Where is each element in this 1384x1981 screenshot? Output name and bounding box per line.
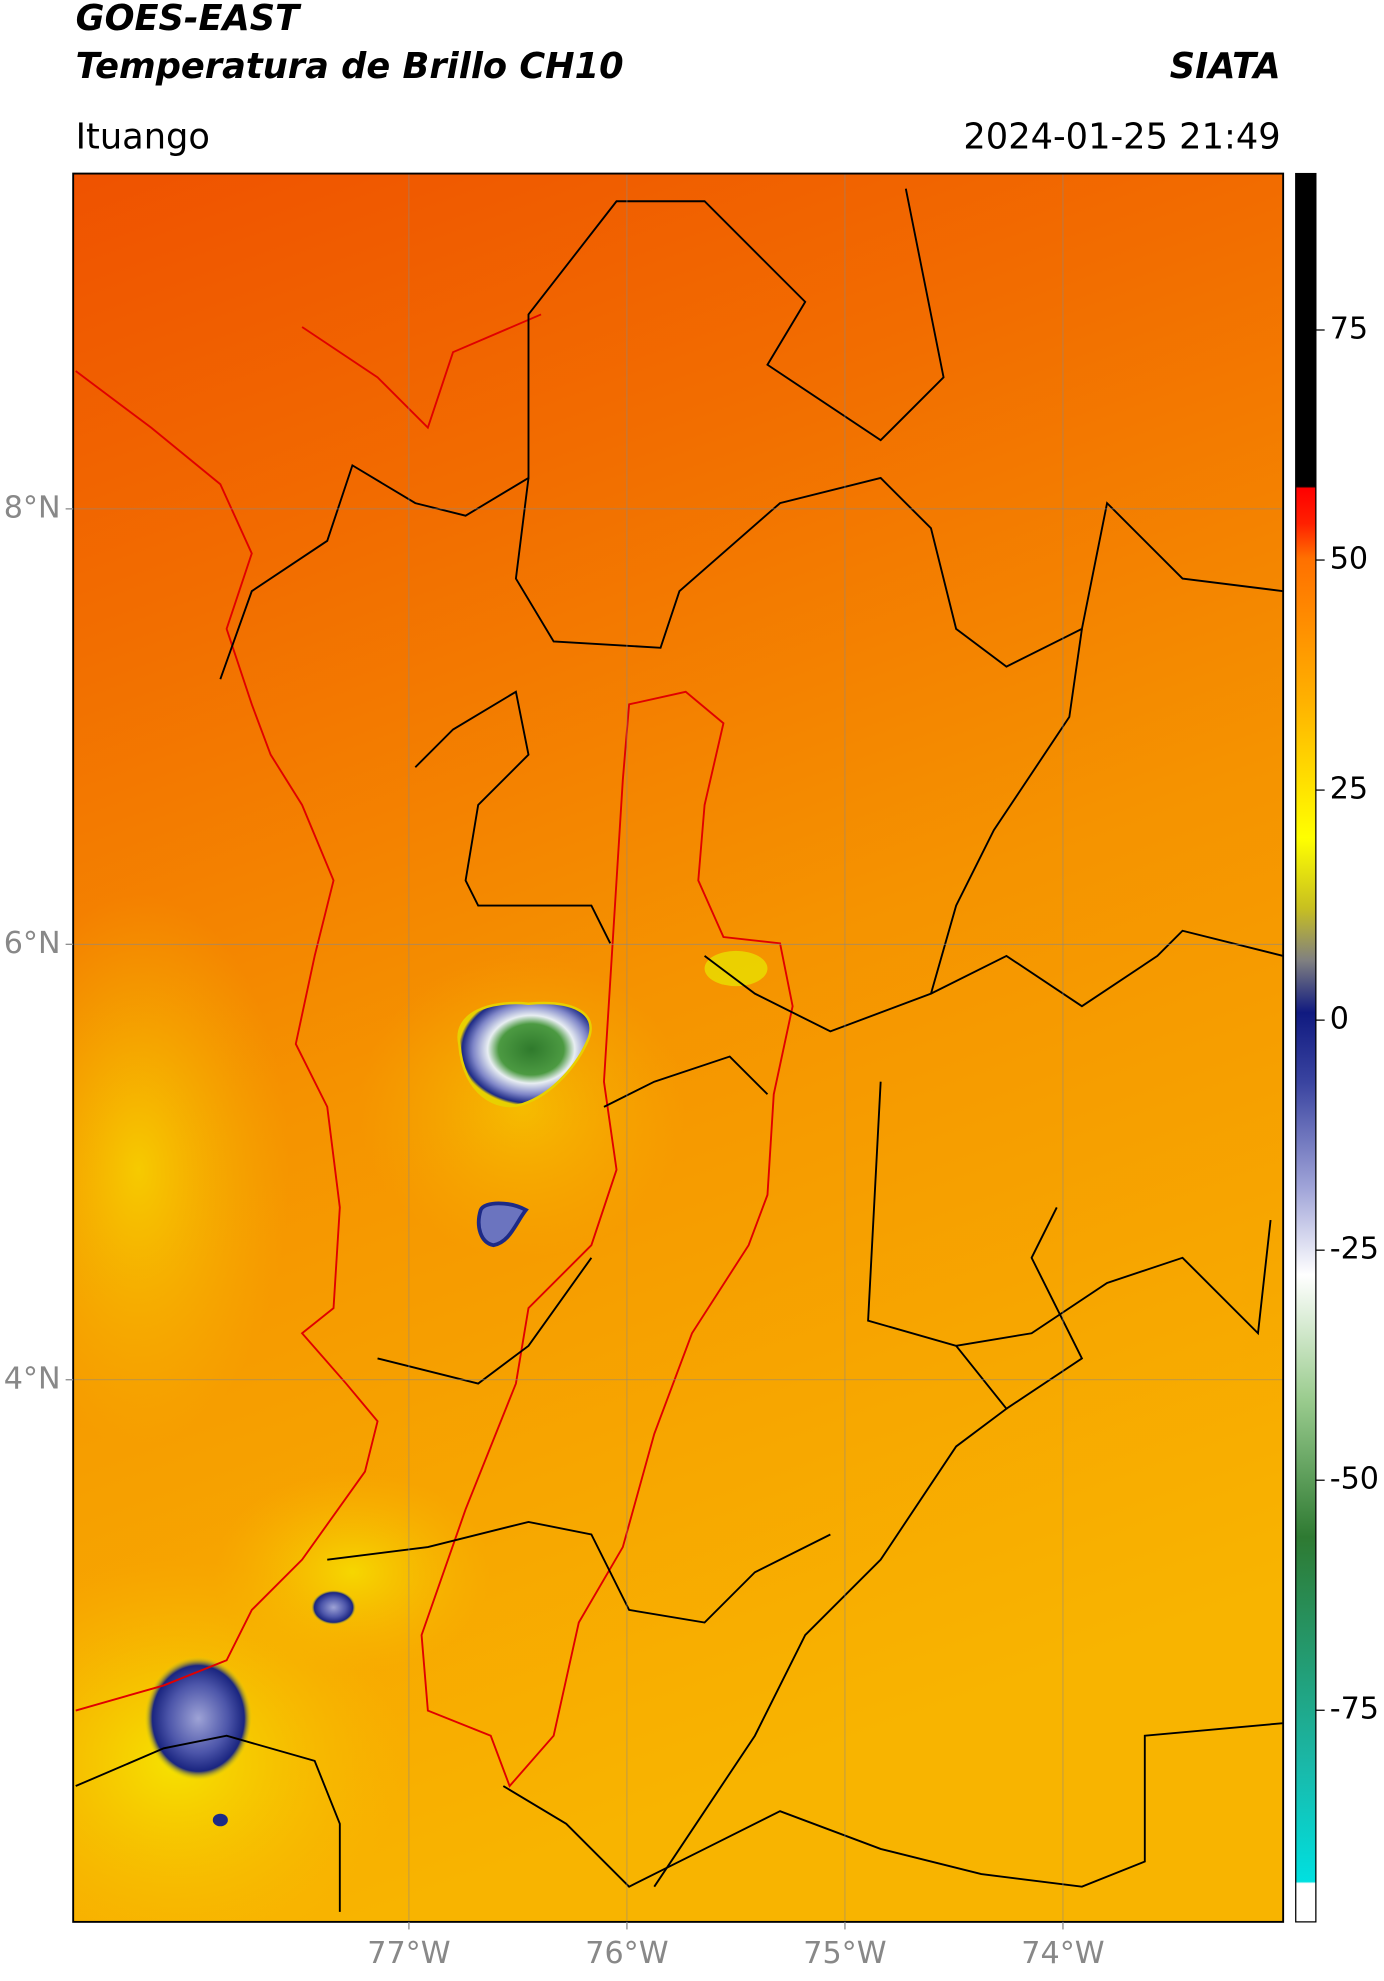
storm <box>144 1656 253 1781</box>
grid <box>73 173 1284 1922</box>
colorbar-tick-label: 25 <box>1330 772 1368 807</box>
location: Ituango <box>76 116 210 157</box>
storm <box>212 1813 228 1827</box>
title: GOES-EAST <box>76 0 302 39</box>
colorbar-tick-label: 0 <box>1330 1002 1349 1037</box>
x-tick-label: 77°W <box>367 1936 450 1971</box>
map-frame <box>72 172 1285 1923</box>
colorbar <box>1295 172 1317 1923</box>
red-boundaries <box>75 313 794 1788</box>
x-tick-label: 74°W <box>1021 1936 1104 1971</box>
datetime: 2024-01-25 21:49 <box>963 116 1280 157</box>
colorbar-tick-label: 50 <box>1330 542 1368 577</box>
storm <box>310 1589 357 1626</box>
warm-area <box>358 955 686 1258</box>
cloud <box>457 1001 592 1108</box>
y-tick-label: 4°N <box>4 1361 61 1396</box>
colorbar-tick-label: -25 <box>1330 1232 1379 1267</box>
y-tick-label: 8°N <box>4 490 61 525</box>
source: SIATA <box>1170 46 1281 87</box>
colorbar-tick-label: -50 <box>1330 1462 1379 1497</box>
x-tick-label: 76°W <box>585 1936 668 1971</box>
colorbar-tick-label: -75 <box>1330 1692 1379 1727</box>
black-boundaries <box>75 188 1284 1912</box>
warm-area <box>214 1471 491 1673</box>
subtitle: Temperatura de Brillo CH10 <box>76 46 624 87</box>
x-tick-label: 75°W <box>803 1936 886 1971</box>
warm-area <box>704 950 768 987</box>
warm-area <box>73 893 290 1447</box>
map-image <box>73 173 1284 1922</box>
y-tick-label: 6°N <box>4 926 61 961</box>
colorbar-tick-label: 75 <box>1330 312 1368 347</box>
cloud <box>476 1201 529 1248</box>
